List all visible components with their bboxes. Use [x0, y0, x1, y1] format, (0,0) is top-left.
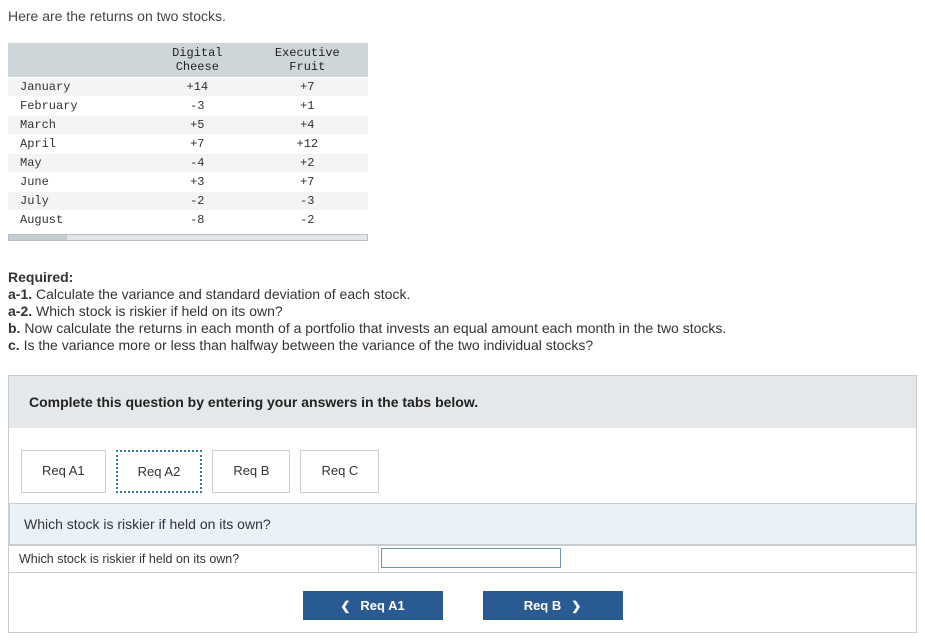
cell-month: February — [8, 97, 148, 115]
required-text: Now calculate the returns in each month … — [24, 320, 726, 336]
required-item: a-2. Which stock is riskier if held on i… — [8, 303, 917, 319]
answer-label: Which stock is riskier if held on its ow… — [9, 546, 379, 572]
cell-ef: +1 — [247, 97, 368, 115]
cell-dc: -2 — [148, 192, 247, 210]
cell-ef: +7 — [247, 78, 368, 96]
table-head-blank — [8, 43, 148, 77]
required-label: a-1. — [8, 286, 32, 302]
required-heading: Required: — [8, 269, 917, 285]
cell-ef: -2 — [247, 211, 368, 229]
table-row: March+5+4 — [8, 116, 368, 134]
required-text: Calculate the variance and standard devi… — [36, 286, 410, 302]
table-row: February-3+1 — [8, 97, 368, 115]
table-row: June+3+7 — [8, 173, 368, 191]
returns-table: Digital Cheese Executive Fruit January+1… — [8, 42, 368, 230]
cell-ef: +12 — [247, 135, 368, 153]
nav-row: ❮ Req A1 Req B ❯ — [9, 573, 916, 632]
tab-req-a1[interactable]: Req A1 — [21, 450, 106, 493]
table-head-ef-l2: Fruit — [289, 60, 325, 74]
cell-month: April — [8, 135, 148, 153]
instruction-bar: Complete this question by entering your … — [9, 376, 916, 428]
table-row: July-2-3 — [8, 192, 368, 210]
cell-dc: +14 — [148, 78, 247, 96]
table-head-dc: Digital Cheese — [148, 43, 247, 77]
cell-ef: +4 — [247, 116, 368, 134]
scrollbar-thumb[interactable] — [9, 235, 67, 240]
next-label: Req B — [524, 598, 562, 613]
prev-button[interactable]: ❮ Req A1 — [303, 591, 443, 620]
required-text: Is the variance more or less than halfwa… — [24, 337, 594, 353]
table-head-dc-l2: Cheese — [176, 60, 219, 74]
required-label: b. — [8, 320, 20, 336]
table-row: April+7+12 — [8, 135, 368, 153]
cell-month: August — [8, 211, 148, 229]
tab-req-b[interactable]: Req B — [212, 450, 290, 493]
cell-dc: +5 — [148, 116, 247, 134]
required-label: c. — [8, 337, 20, 353]
tab-req-c[interactable]: Req C — [300, 450, 379, 493]
table-head-ef: Executive Fruit — [247, 43, 368, 77]
answer-panel: Complete this question by entering your … — [8, 375, 917, 633]
answer-row: Which stock is riskier if held on its ow… — [9, 545, 916, 573]
chevron-right-icon: ❯ — [571, 599, 581, 613]
required-item: b. Now calculate the returns in each mon… — [8, 320, 917, 336]
question-bar: Which stock is riskier if held on its ow… — [9, 503, 916, 545]
table-head-dc-l1: Digital — [172, 46, 222, 60]
table-row: January+14+7 — [8, 78, 368, 96]
cell-dc: +3 — [148, 173, 247, 191]
chevron-left-icon: ❮ — [340, 599, 350, 613]
cell-month: June — [8, 173, 148, 191]
cell-dc: -8 — [148, 211, 247, 229]
cell-ef: +7 — [247, 173, 368, 191]
table-row: May-4+2 — [8, 154, 368, 172]
next-button[interactable]: Req B ❯ — [483, 591, 623, 620]
cell-month: May — [8, 154, 148, 172]
cell-ef: +2 — [247, 154, 368, 172]
required-text: Which stock is riskier if held on its ow… — [36, 303, 283, 319]
cell-dc: +7 — [148, 135, 247, 153]
cell-dc: -3 — [148, 97, 247, 115]
cell-dc: -4 — [148, 154, 247, 172]
cell-month: January — [8, 78, 148, 96]
prev-label: Req A1 — [360, 598, 404, 613]
required-item: c. Is the variance more or less than hal… — [8, 337, 917, 353]
required-block: Required: a-1. Calculate the variance an… — [8, 269, 917, 353]
answer-input[interactable] — [381, 548, 561, 568]
required-item: a-1. Calculate the variance and standard… — [8, 286, 917, 302]
tab-req-a2[interactable]: Req A2 — [116, 450, 203, 493]
table-row: August-8-2 — [8, 211, 368, 229]
cell-month: July — [8, 192, 148, 210]
cell-ef: -3 — [247, 192, 368, 210]
cell-month: March — [8, 116, 148, 134]
table-scrollbar[interactable] — [8, 234, 368, 241]
intro-text: Here are the returns on two stocks. — [8, 8, 917, 24]
required-label: a-2. — [8, 303, 32, 319]
tabs-row: Req A1 Req A2 Req B Req C — [9, 428, 916, 493]
table-head-ef-l1: Executive — [275, 46, 340, 60]
